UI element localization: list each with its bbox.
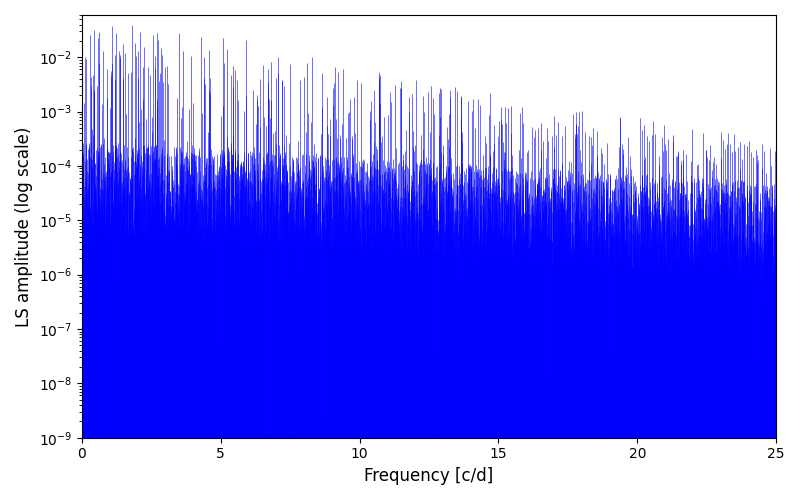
Y-axis label: LS amplitude (log scale): LS amplitude (log scale) <box>15 126 33 326</box>
X-axis label: Frequency [c/d]: Frequency [c/d] <box>364 467 494 485</box>
